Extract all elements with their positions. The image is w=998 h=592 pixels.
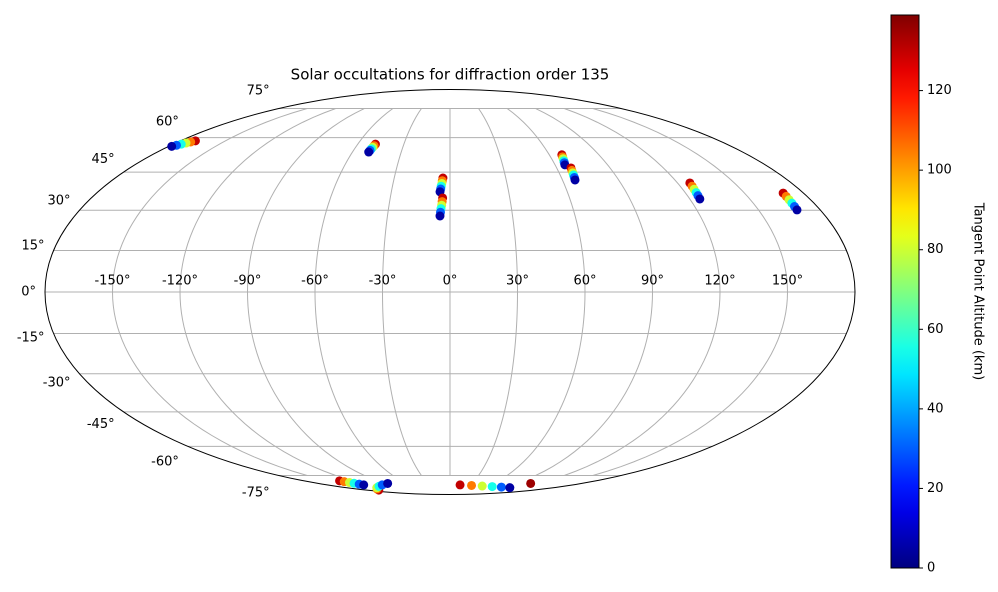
x-tick-label: 60° xyxy=(573,274,596,289)
grid-line xyxy=(592,108,789,476)
y-tick-label: 45° xyxy=(92,152,115,167)
data-point xyxy=(383,478,393,488)
grid-line xyxy=(179,108,336,476)
data-point xyxy=(455,480,465,490)
x-tick-label: -120° xyxy=(162,274,198,289)
y-tick-label: -45° xyxy=(87,417,115,432)
x-tick-label: -90° xyxy=(234,274,262,289)
x-tick-label: 30° xyxy=(506,274,529,289)
data-point xyxy=(477,481,487,491)
data-point xyxy=(167,141,177,151)
data-point xyxy=(496,482,506,492)
data-point xyxy=(570,175,580,185)
grid xyxy=(45,108,855,476)
y-tick-label: 15° xyxy=(22,238,45,253)
x-tick-label: 0° xyxy=(443,274,458,289)
colorbar-tick-label: 40 xyxy=(927,401,944,416)
colorbar-tick-label: 120 xyxy=(927,83,952,98)
x-tick-label: -150° xyxy=(94,274,130,289)
grid-line xyxy=(478,108,519,476)
grid-line xyxy=(564,108,721,476)
data-point xyxy=(792,205,802,215)
colorbar-tick-label: 100 xyxy=(927,163,952,178)
grid-line xyxy=(535,108,654,476)
grid-line xyxy=(111,108,308,476)
data-point xyxy=(487,482,497,492)
colorbar-label: Tangent Point Altitude (km) xyxy=(971,202,986,380)
x-tick-label: 90° xyxy=(641,274,664,289)
colorbar xyxy=(890,14,920,569)
y-tick-label: 30° xyxy=(47,194,70,209)
y-tick-label: -15° xyxy=(17,331,45,346)
colorbar-tick-label: 60 xyxy=(927,322,944,337)
data-point xyxy=(364,147,374,157)
y-tick-label: -75° xyxy=(242,485,270,500)
y-tick-label: 0° xyxy=(21,285,36,300)
data-point xyxy=(695,194,705,204)
colorbar-tick-label: 20 xyxy=(927,481,944,496)
y-tick-label: -60° xyxy=(151,454,179,469)
grid-line xyxy=(381,108,422,476)
x-tick-label: -30° xyxy=(369,274,397,289)
grid-line xyxy=(506,108,586,476)
colorbar-tick-label: 0 xyxy=(927,561,935,576)
map-boundary xyxy=(44,89,856,495)
grid-line xyxy=(314,108,394,476)
data-point xyxy=(467,480,477,490)
chart-title: Solar occultations for diffraction order… xyxy=(291,66,610,84)
colorbar-tick-label: 80 xyxy=(927,242,944,257)
data-point xyxy=(526,478,536,488)
grid-line xyxy=(246,108,365,476)
y-tick-label: -30° xyxy=(43,375,71,390)
x-tick-label: -60° xyxy=(301,274,329,289)
x-tick-label: 120° xyxy=(704,274,735,289)
y-tick-label: 60° xyxy=(156,115,179,130)
y-tick-label: 75° xyxy=(247,84,270,99)
x-tick-label: 150° xyxy=(772,274,803,289)
data-point xyxy=(435,211,445,221)
data-point xyxy=(359,480,369,490)
data-point xyxy=(505,483,515,493)
